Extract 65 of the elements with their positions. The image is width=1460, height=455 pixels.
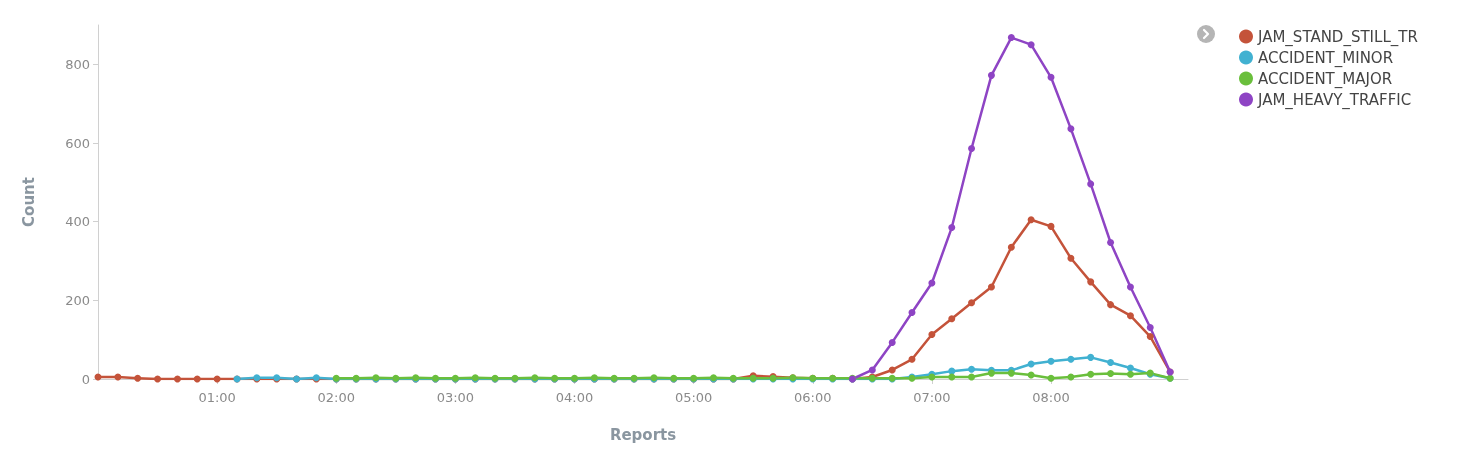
point <box>948 224 956 232</box>
point <box>1126 364 1134 372</box>
legend-label: JAM_STAND_STILL_TR <box>1257 27 1418 47</box>
point <box>1027 371 1035 379</box>
point <box>948 315 956 323</box>
point <box>1107 239 1115 247</box>
point <box>1007 34 1015 42</box>
x-tick-label: 02:00 <box>317 390 355 405</box>
point <box>1047 222 1055 230</box>
point <box>1126 283 1134 291</box>
y-tick-label: 400 <box>65 214 90 230</box>
point <box>1047 73 1055 81</box>
x-tick-label: 01:00 <box>198 390 236 405</box>
point <box>1027 41 1035 49</box>
point <box>1067 125 1075 133</box>
point <box>1146 323 1154 331</box>
point <box>1087 370 1095 378</box>
x-tick-label: 06:00 <box>794 390 832 405</box>
point <box>948 373 956 381</box>
point <box>868 366 876 374</box>
legend-label: JAM_HEAVY_TRAFFIC <box>1257 90 1412 110</box>
point <box>173 375 181 383</box>
point <box>888 366 896 374</box>
x-tick-label: 07:00 <box>913 390 951 405</box>
legend-label: ACCIDENT_MINOR <box>1258 48 1394 68</box>
point <box>908 309 916 317</box>
point <box>1007 243 1015 251</box>
point <box>1126 312 1134 320</box>
point <box>134 374 142 382</box>
point <box>154 375 162 383</box>
point <box>1107 358 1115 366</box>
x-tick-label: 03:00 <box>436 390 475 405</box>
point <box>928 331 936 339</box>
point <box>968 373 976 381</box>
x-tick-label: 04:00 <box>555 390 594 405</box>
point <box>1087 353 1095 361</box>
point <box>1126 370 1134 378</box>
point <box>1027 216 1035 224</box>
y-tick-label: 600 <box>65 135 90 151</box>
point <box>1067 355 1075 363</box>
point <box>987 283 995 291</box>
point <box>1107 301 1115 309</box>
point <box>1047 357 1055 365</box>
x-axis-title: Reports <box>609 425 677 444</box>
point <box>968 365 976 373</box>
point <box>968 145 976 152</box>
point <box>908 355 916 363</box>
y-tick-label: 0 <box>81 371 90 387</box>
x-tick-label: 05:00 <box>674 390 713 405</box>
legend-label: ACCIDENT_MAJOR <box>1258 69 1393 89</box>
point <box>1087 278 1095 286</box>
point <box>987 71 995 79</box>
point <box>968 299 976 307</box>
point <box>1067 254 1075 262</box>
point <box>193 375 201 383</box>
x-tick-label: 08:00 <box>1032 390 1070 405</box>
point <box>1047 374 1055 382</box>
point <box>948 367 956 375</box>
y-tick-label: 800 <box>65 56 90 72</box>
point <box>1087 180 1095 188</box>
point <box>1107 369 1115 377</box>
point <box>1146 333 1154 341</box>
y-axis-title: Count <box>19 177 38 227</box>
point <box>888 338 896 346</box>
y-tick-label: 200 <box>65 292 90 308</box>
